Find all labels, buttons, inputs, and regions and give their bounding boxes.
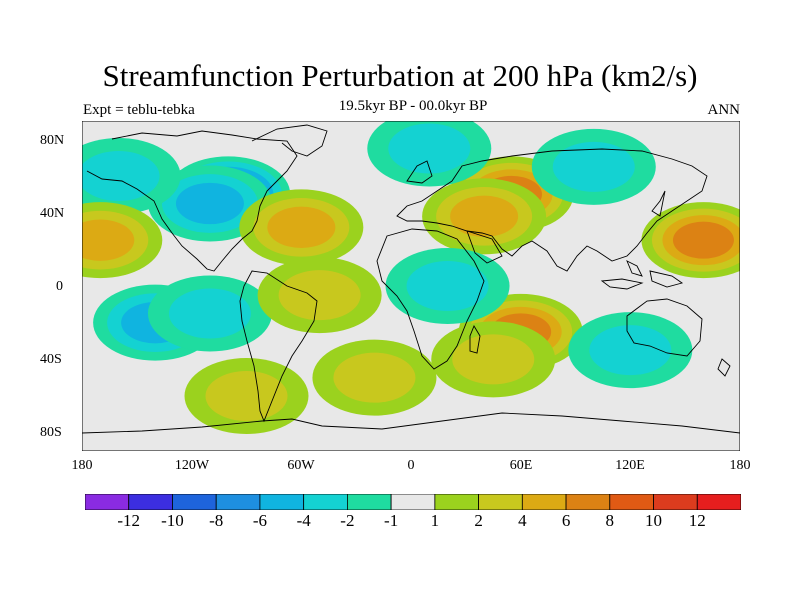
anomaly-contour [388, 123, 471, 174]
colorbar-swatch [478, 494, 523, 510]
colorbar-label: 6 [561, 511, 571, 530]
anomaly-contour [452, 334, 535, 385]
period-label: 19.5kyr BP - 00.0kyr BP [338, 98, 488, 114]
colorbar-swatch [390, 494, 436, 510]
colorbar-swatch [85, 494, 130, 510]
colorbar-label: 2 [474, 511, 483, 530]
anomaly-contour [450, 195, 519, 237]
lat-tick-label: 0 [56, 279, 63, 294]
lon-tick-label: 0 [407, 458, 415, 473]
lon-tick-label: 60W [287, 458, 315, 473]
lon-tick-label: 180 [71, 458, 93, 473]
lat-tick-label: 40S [40, 352, 62, 367]
colorbar-label: 8 [605, 511, 615, 530]
anomaly-contour [175, 182, 244, 225]
lon-tick-label: 180 [729, 458, 751, 473]
anomaly-contour [82, 219, 135, 261]
colorbar-label: -1 [384, 511, 399, 530]
colorbar-swatch [303, 494, 348, 510]
colorbar-swatch [565, 494, 611, 510]
lon-tick-label: 120E [615, 458, 645, 473]
colorbar-swatch [434, 494, 480, 510]
colorbar-label: -2 [340, 511, 355, 530]
colorbar-label: -12 [117, 511, 141, 530]
anomaly-contour [205, 371, 288, 421]
colorbar-label: -6 [252, 511, 267, 530]
lat-tick-label: 40N [40, 206, 65, 221]
chart-title: Streamfunction Perturbation at 200 hPa (… [102, 58, 698, 93]
lat-tick-label: 80S [40, 425, 62, 440]
anomaly-contour [82, 151, 160, 201]
anomaly-contour [267, 206, 336, 248]
colorbar-swatch [215, 494, 261, 510]
season-label: ANN [707, 102, 741, 118]
colorbar-swatch [259, 494, 305, 510]
colorbar-swatch [172, 494, 217, 510]
lat-tick-label: 80N [40, 133, 65, 148]
anomaly-contour [406, 261, 489, 311]
anomaly-contour [333, 352, 416, 403]
colorbar-label: -4 [296, 511, 311, 530]
colorbar-label: 12 [688, 511, 706, 530]
colorbar-swatch [609, 494, 654, 510]
colorbar-label: -10 [161, 511, 184, 530]
anomaly-contour [168, 288, 251, 339]
colorbar-swatch [653, 494, 698, 510]
colorbar-label: 1 [430, 511, 440, 530]
anomaly-contour [672, 221, 734, 259]
colorbar-swatch [696, 494, 741, 510]
colorbar-label: -8 [209, 511, 224, 530]
anomaly-contour [589, 325, 672, 376]
colorbar-label: 4 [518, 511, 527, 530]
colorbar-swatch [128, 494, 173, 510]
lon-tick-label: 60E [509, 458, 533, 473]
colorbar-swatch [521, 494, 567, 510]
colorbar [85, 494, 741, 510]
coastlines [82, 124, 740, 434]
experiment-label: Expt = teblu-tebka [83, 102, 195, 118]
colorbar-label: 10 [645, 511, 663, 530]
anomaly-contour [278, 270, 361, 321]
anomaly-contour [552, 141, 635, 192]
lon-tick-label: 120W [174, 458, 210, 473]
colorbar-swatch [346, 494, 392, 510]
map-plot [82, 121, 740, 451]
